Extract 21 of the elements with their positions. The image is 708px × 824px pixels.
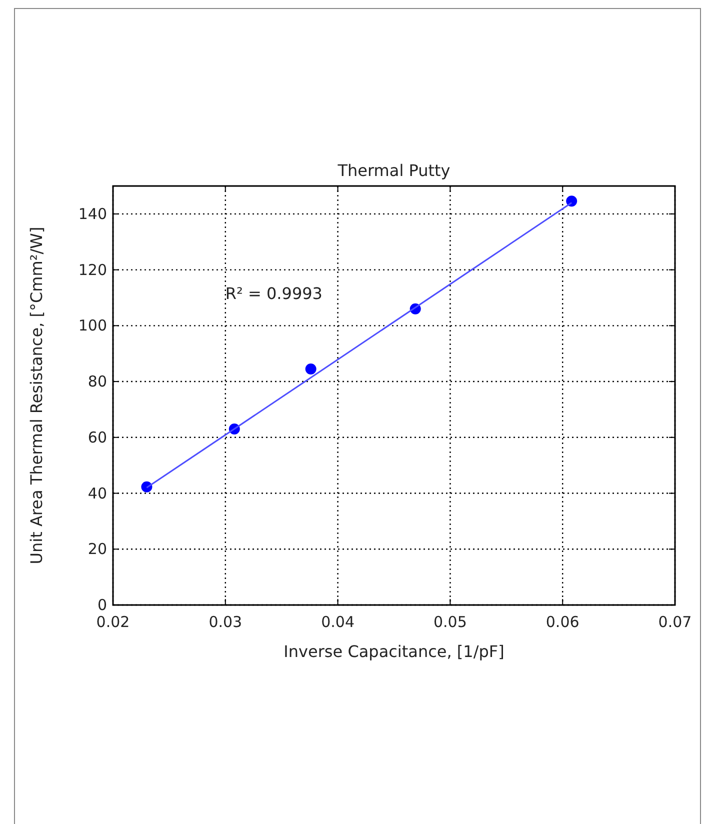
y-tick-label: 140 <box>78 204 107 223</box>
point <box>566 196 578 207</box>
y-axis-title: Unit Area Thermal Resistance, [°Cmm²/W] <box>27 226 46 564</box>
x-tick-label: 0.07 <box>658 613 692 631</box>
x-tick-label: 0.05 <box>433 613 467 631</box>
y-tick-label: 80 <box>88 372 107 391</box>
x-tick-label: 0.03 <box>208 613 242 631</box>
point <box>141 481 152 492</box>
y-tick-label: 0 <box>97 596 107 614</box>
y-tick-label: 120 <box>78 260 107 279</box>
x-tick-label: 0.02 <box>96 613 130 631</box>
chart-title: Thermal Putty <box>336 161 450 180</box>
annotation: R² = 0.9993 <box>225 284 322 304</box>
y-tick-label: 40 <box>88 484 107 502</box>
x-tick-label: 0.04 <box>321 613 355 631</box>
y-tick-label: 60 <box>88 428 107 446</box>
x-tick-label: 0.06 <box>546 613 580 631</box>
point <box>305 363 316 374</box>
x-axis-title: Inverse Capacitance, [1/pF] <box>284 642 504 661</box>
y-tick-label: 20 <box>88 540 107 558</box>
y-tick-label: 100 <box>78 316 107 335</box>
